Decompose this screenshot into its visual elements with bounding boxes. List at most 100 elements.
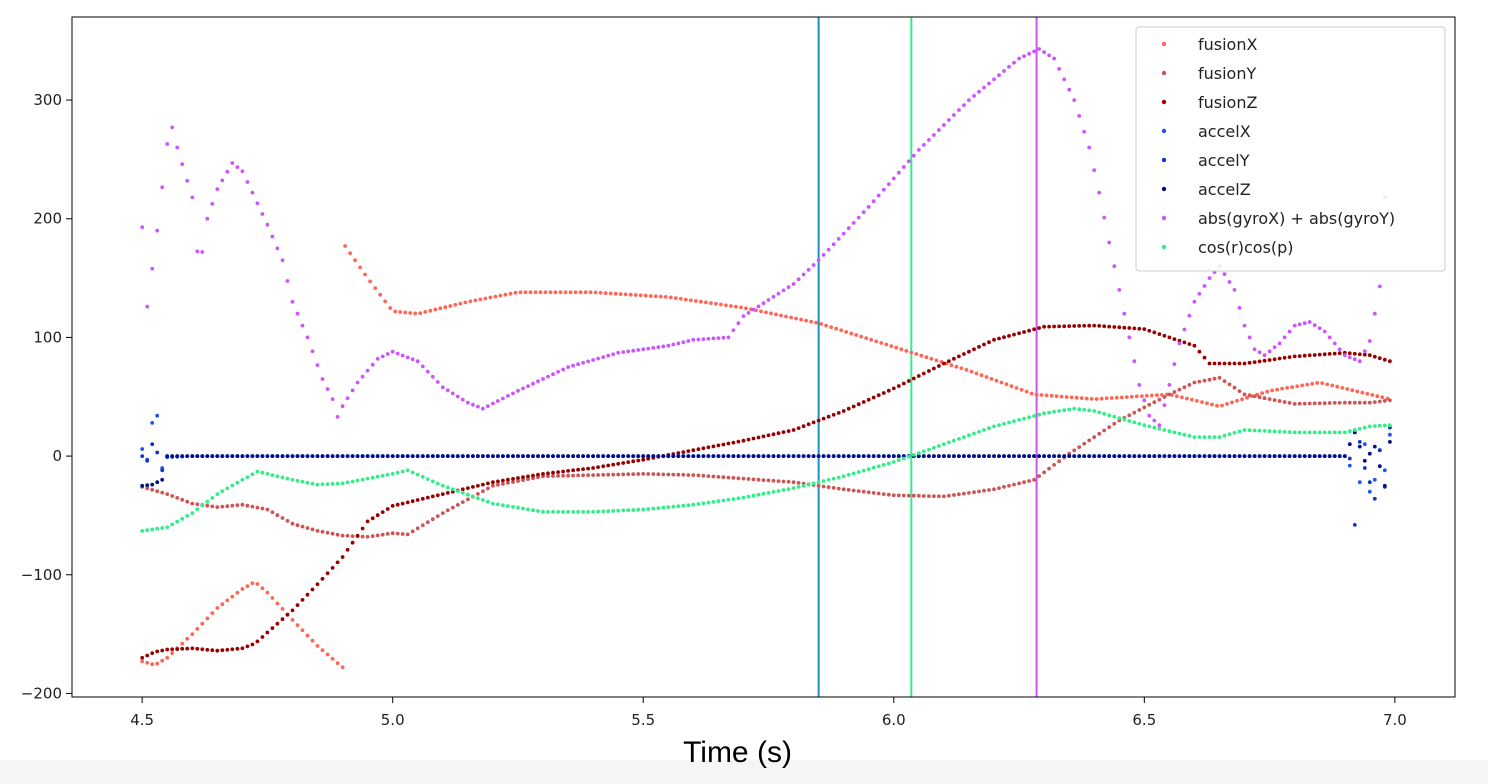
data-point — [343, 244, 347, 248]
data-point — [666, 343, 671, 348]
data-point — [1375, 394, 1380, 399]
data-point — [330, 482, 335, 486]
data-point — [245, 644, 250, 649]
data-point — [1042, 411, 1046, 416]
data-point — [934, 358, 939, 363]
data-point — [937, 454, 941, 458]
data-point — [1062, 454, 1067, 458]
data-point — [714, 301, 718, 306]
data-point — [423, 310, 428, 314]
data-point — [576, 473, 580, 478]
data-point — [420, 454, 425, 458]
data-point — [1202, 355, 1207, 360]
data-point — [896, 384, 901, 388]
data-point — [1042, 454, 1046, 458]
data-point — [1282, 335, 1287, 340]
data-point — [581, 467, 585, 471]
data-point — [1357, 352, 1362, 357]
data-point — [481, 406, 485, 411]
data-point — [1132, 359, 1137, 364]
data-point — [506, 481, 510, 485]
data-point — [596, 473, 600, 477]
data-point — [400, 353, 405, 358]
data-point — [553, 290, 558, 295]
data-point — [240, 454, 245, 458]
data-point — [801, 454, 806, 458]
data-point — [235, 454, 240, 458]
data-point — [636, 472, 641, 476]
data-point — [385, 472, 390, 477]
data-point — [631, 459, 636, 464]
data-point — [581, 454, 585, 458]
data-point — [1327, 352, 1332, 356]
data-point — [633, 293, 638, 297]
data-point — [1262, 353, 1267, 358]
data-point — [496, 479, 500, 484]
data-point — [165, 655, 170, 660]
data-point — [1157, 332, 1162, 336]
data-point — [521, 478, 525, 482]
data-point — [851, 488, 856, 493]
data-point — [826, 247, 831, 252]
data-point — [1377, 464, 1382, 469]
data-point — [1332, 430, 1337, 435]
data-point — [1272, 454, 1277, 458]
data-point — [1282, 454, 1287, 458]
data-point — [1272, 398, 1277, 402]
data-point — [511, 477, 515, 481]
data-point — [140, 225, 145, 230]
data-point — [260, 212, 265, 216]
data-point — [150, 487, 155, 492]
legend-marker — [1161, 99, 1167, 105]
data-point — [1117, 416, 1122, 420]
data-point — [638, 293, 643, 298]
data-point — [1357, 400, 1362, 405]
data-point — [345, 547, 350, 552]
data-point — [1047, 454, 1051, 458]
data-point — [811, 454, 816, 458]
data-point — [215, 187, 220, 192]
data-point — [851, 404, 856, 409]
data-point — [608, 291, 613, 296]
data-point — [521, 506, 525, 511]
legend-marker — [1161, 244, 1167, 250]
data-point — [448, 304, 453, 308]
data-point — [776, 291, 781, 296]
data-point — [1267, 429, 1272, 434]
data-point — [195, 502, 200, 507]
data-point — [546, 471, 550, 476]
data-point — [1277, 341, 1282, 346]
data-point — [1230, 400, 1234, 405]
data-point — [886, 388, 891, 393]
data-point — [1162, 403, 1167, 407]
data-point — [631, 472, 636, 476]
data-point — [165, 492, 170, 496]
data-point — [425, 520, 430, 525]
data-point — [260, 586, 265, 591]
data-point — [801, 424, 806, 429]
data-point — [305, 454, 310, 458]
data-point — [190, 511, 195, 515]
data-point — [1057, 409, 1061, 413]
data-point — [210, 648, 215, 653]
series-abs-gyrox-abs-gyroy- — [140, 47, 1387, 428]
data-point — [180, 497, 185, 502]
data-point — [969, 369, 974, 374]
data-point — [220, 648, 225, 653]
data-point — [1227, 454, 1232, 458]
data-point — [556, 510, 560, 514]
data-point — [856, 215, 861, 220]
data-point — [1212, 376, 1217, 381]
data-point — [320, 576, 325, 581]
data-point — [726, 335, 731, 340]
data-point — [1347, 351, 1352, 356]
data-point — [721, 475, 726, 480]
data-point — [1147, 328, 1152, 333]
data-point — [691, 473, 696, 477]
data-point — [1112, 264, 1117, 269]
data-point — [150, 527, 155, 532]
data-point — [1262, 454, 1267, 458]
data-point — [1147, 402, 1152, 407]
data-point — [1142, 454, 1147, 458]
data-point — [799, 317, 803, 322]
